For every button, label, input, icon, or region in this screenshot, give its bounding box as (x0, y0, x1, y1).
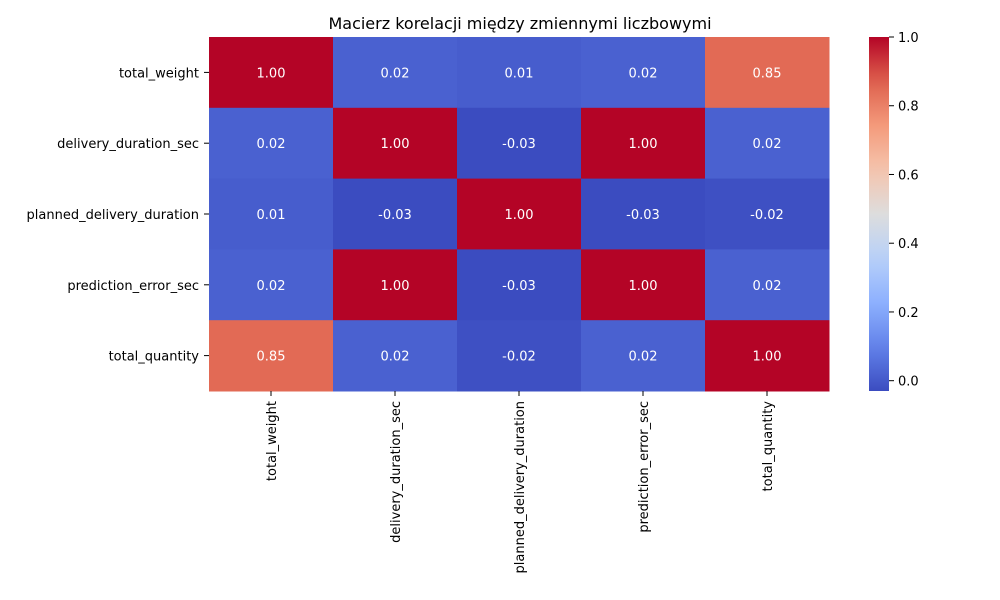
colorbar-tick-label: 1.0 (898, 31, 919, 46)
heatmap-cell (209, 249, 334, 321)
cell-value-label: 0.02 (629, 66, 658, 81)
heatmap-cell (581, 178, 706, 250)
x-tick-label: total_weight (265, 401, 280, 481)
colorbar-tick-label: 0.8 (898, 100, 919, 115)
heatmap-cell (705, 320, 830, 392)
heatmap-cell (581, 249, 706, 321)
heatmap-cell (209, 178, 334, 250)
cell-value-label: -0.03 (502, 279, 536, 294)
cell-value-label: 1.00 (381, 279, 410, 294)
heatmap-cells (209, 37, 830, 392)
cell-value-label: 0.02 (257, 279, 286, 294)
heatmap-cell (705, 178, 830, 250)
x-tick-label: delivery_duration_sec (389, 401, 404, 543)
cell-value-label: 0.02 (381, 350, 410, 365)
y-tick-label: delivery_duration_sec (57, 137, 199, 152)
heatmap-cell (209, 37, 334, 109)
heatmap-cell (581, 107, 706, 180)
cell-value-label: 0.02 (381, 66, 410, 81)
colorbar-tick-label: 0.2 (898, 306, 919, 321)
x-tick-label: planned_delivery_duration (513, 401, 528, 573)
heatmap-cell-labels: 1.00 0.02 0.01 0.02 0.85 0.02 1.00 -0.03 1.00 0.0… (257, 66, 784, 364)
heatmap-cell (705, 107, 830, 180)
heatmap-cell (209, 320, 334, 392)
cell-value-label: 1.00 (629, 279, 658, 294)
cell-value-label: 0.02 (629, 350, 658, 365)
heatmap-cell (705, 249, 830, 321)
cell-value-label: 0.02 (753, 279, 782, 294)
cell-value-label: -0.02 (750, 208, 784, 223)
y-tick-label: prediction_error_sec (67, 279, 199, 294)
colorbar-scale (869, 37, 889, 391)
y-tick-label: total_quantity (109, 350, 200, 365)
cell-value-label: -0.02 (502, 350, 536, 365)
heatmap-cell (333, 178, 458, 250)
y-tick-label: planned_delivery_duration (27, 208, 199, 223)
cell-value-label: 0.85 (257, 350, 286, 365)
heatmap-cell (457, 107, 582, 180)
heatmap-cell (457, 37, 582, 109)
cell-value-label: 0.02 (257, 137, 286, 152)
colorbar-tick-label: 0.4 (898, 237, 919, 252)
cell-value-label: 1.00 (505, 208, 534, 223)
heatmap-cell (457, 320, 582, 392)
x-tick-label: total_quantity (761, 401, 776, 492)
heatmap-cell (581, 320, 706, 392)
heatmap-cell (333, 249, 458, 321)
cell-value-label: 0.01 (257, 208, 286, 223)
colorbar: 0.0 0.2 0.4 0.6 0.8 1.0 (869, 31, 919, 391)
cell-value-label: 1.00 (381, 137, 410, 152)
cell-value-label: 0.01 (505, 66, 534, 81)
colorbar-tick-label: 0.6 (898, 168, 919, 183)
heatmap-cell (333, 37, 458, 109)
colorbar-tick-label: 0.0 (898, 375, 919, 390)
cell-value-label: 1.00 (257, 66, 286, 81)
cell-value-label: 1.00 (753, 350, 782, 365)
heatmap-cell (705, 37, 830, 109)
x-tick-label: prediction_error_sec (637, 401, 652, 533)
heatmap-cell (333, 107, 458, 180)
cell-value-label: 0.85 (753, 66, 782, 81)
cell-value-label: 1.00 (629, 137, 658, 152)
cell-value-label: -0.03 (626, 208, 660, 223)
y-axis: total_weight delivery_duration_secplanned… (27, 66, 209, 365)
heatmap-cell (457, 178, 582, 250)
cell-value-label: -0.03 (502, 137, 536, 152)
heatmap-cell (581, 37, 706, 109)
heatmap-cell (457, 249, 582, 321)
chart-title: Macierz korelacji między zmiennymi liczb… (328, 14, 711, 33)
cell-value-label: 0.02 (753, 137, 782, 152)
heatmap-cell (209, 107, 334, 180)
y-tick-label: total_weight (119, 66, 199, 81)
x-axis: total_weight delivery_duration_sec planned… (265, 391, 776, 573)
heatmap-cell (333, 320, 458, 392)
cell-value-label: -0.03 (378, 208, 412, 223)
